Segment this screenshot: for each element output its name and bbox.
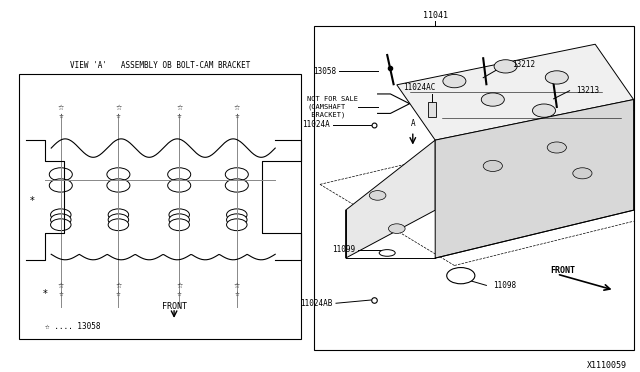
Text: 11041: 11041: [422, 11, 448, 20]
Text: *: *: [29, 196, 35, 206]
Circle shape: [227, 214, 247, 226]
Circle shape: [51, 214, 71, 226]
Text: ☆: ☆: [234, 283, 240, 289]
Text: ☆: ☆: [177, 292, 182, 296]
Bar: [19, 74, 301, 339]
Text: A: A: [410, 119, 415, 128]
Circle shape: [169, 214, 189, 226]
Text: 11098: 11098: [493, 281, 516, 290]
Circle shape: [108, 219, 129, 231]
Text: *: *: [42, 289, 47, 299]
Circle shape: [481, 93, 504, 106]
Text: 11024AC: 11024AC: [403, 83, 435, 92]
Circle shape: [369, 190, 386, 200]
Circle shape: [49, 168, 72, 181]
Circle shape: [573, 168, 592, 179]
Circle shape: [169, 209, 189, 221]
Text: 11024A: 11024A: [302, 120, 330, 129]
Circle shape: [532, 104, 556, 117]
Text: ☆: ☆: [115, 105, 122, 111]
Circle shape: [483, 160, 502, 171]
Text: FRONT: FRONT: [161, 302, 187, 311]
Text: ☆: ☆: [234, 105, 240, 111]
Circle shape: [227, 209, 247, 221]
Text: FRONT: FRONT: [550, 266, 575, 275]
Circle shape: [169, 219, 189, 231]
Text: 13058: 13058: [313, 67, 336, 76]
Polygon shape: [397, 44, 634, 140]
Text: ☆ .... 13058: ☆ .... 13058: [45, 322, 100, 331]
Text: ☆: ☆: [116, 114, 121, 119]
Text: ☆: ☆: [58, 114, 63, 119]
Circle shape: [547, 142, 566, 153]
Circle shape: [51, 209, 71, 221]
Text: ☆: ☆: [176, 283, 182, 289]
Circle shape: [545, 71, 568, 84]
Ellipse shape: [379, 250, 396, 256]
Bar: [314, 26, 634, 350]
Text: NOT FOR SALE
(CAMSHAFT
 BRACKET): NOT FOR SALE (CAMSHAFT BRACKET): [307, 96, 358, 118]
Circle shape: [388, 224, 405, 233]
Text: ☆: ☆: [177, 114, 182, 119]
Text: ☆: ☆: [58, 283, 64, 289]
Text: VIEW 'A'   ASSEMBLY OB BOLT-CAM BRACKET: VIEW 'A' ASSEMBLY OB BOLT-CAM BRACKET: [70, 61, 250, 70]
Text: ☆: ☆: [116, 292, 121, 296]
Bar: [428, 102, 436, 117]
Text: X1110059: X1110059: [588, 361, 627, 371]
Circle shape: [494, 60, 517, 73]
Circle shape: [107, 179, 130, 192]
Text: 11099: 11099: [332, 245, 355, 254]
Circle shape: [49, 179, 72, 192]
Circle shape: [51, 219, 71, 231]
Text: 11024AB: 11024AB: [300, 299, 333, 308]
Text: ☆: ☆: [58, 292, 63, 296]
Circle shape: [227, 219, 247, 231]
Polygon shape: [346, 140, 435, 258]
Text: ☆: ☆: [176, 105, 182, 111]
Text: 13213: 13213: [576, 86, 599, 95]
Circle shape: [225, 179, 248, 192]
Circle shape: [443, 74, 466, 88]
Text: ☆: ☆: [234, 292, 239, 296]
Text: ☆: ☆: [58, 105, 64, 111]
Circle shape: [168, 179, 191, 192]
Circle shape: [225, 168, 248, 181]
Circle shape: [107, 168, 130, 181]
Circle shape: [108, 214, 129, 226]
Text: ☆: ☆: [234, 114, 239, 119]
Polygon shape: [435, 100, 634, 258]
Text: 13212: 13212: [512, 60, 535, 69]
Circle shape: [447, 267, 475, 284]
Circle shape: [108, 209, 129, 221]
Text: ☆: ☆: [115, 283, 122, 289]
Circle shape: [168, 168, 191, 181]
